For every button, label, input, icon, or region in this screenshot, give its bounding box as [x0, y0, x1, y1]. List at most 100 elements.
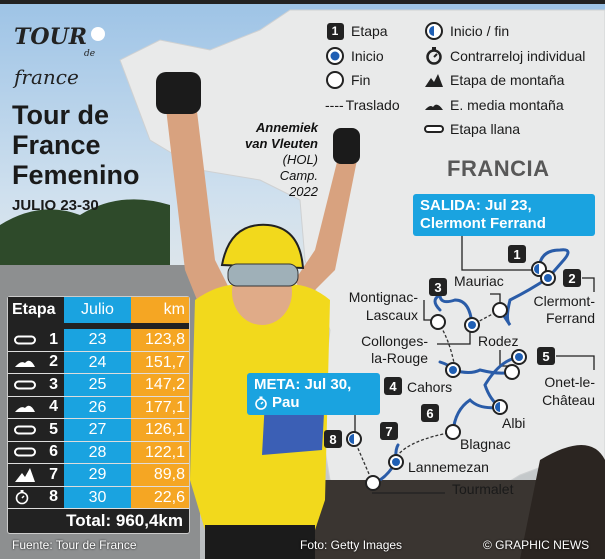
place-label: Clermont- [534, 293, 596, 309]
stage-cell: 1 [8, 329, 64, 351]
marker-start-finish-albi [492, 399, 508, 415]
place-label: Tourmalet [452, 481, 514, 497]
route-stage-2 [498, 276, 550, 327]
km-cell: 22,6 [131, 486, 189, 508]
marker-start-finish [531, 261, 547, 277]
callout-line: Pau [272, 394, 300, 411]
stages-table: Etapa Julio km 1 23 123,8 2 24 151,7 3 25 … [7, 296, 190, 534]
stage-box-7: 7 [380, 422, 398, 440]
legend-item: Etapa de montaña [424, 70, 585, 90]
stage-box-5: 5 [537, 347, 555, 365]
flat-icon [424, 119, 444, 139]
marker-finish-mauriac [492, 302, 508, 318]
svg-text:france: france [12, 65, 79, 89]
table-row: 2 24 151,7 [8, 351, 189, 374]
right-spectator [520, 445, 605, 559]
table-row: 3 25 147,2 [8, 374, 189, 397]
title-line: Femenino [12, 160, 140, 190]
place-label: Lannemezan [408, 459, 489, 475]
place-label: Blagnac [460, 436, 511, 452]
shorts [205, 525, 315, 559]
place-label: Lascaux [366, 307, 418, 323]
helmet [220, 223, 305, 270]
country-label: FRANCIA [447, 156, 550, 181]
place-label: Montignac- [349, 289, 419, 305]
table-row: 8 30 22,6 [8, 486, 189, 509]
place-label: Ferrand [546, 310, 595, 326]
place-label: Rodez [478, 333, 518, 349]
table-row: 4 26 177,1 [8, 396, 189, 419]
route-stage-1 [537, 248, 570, 280]
table-row: 1 23 123,8 [8, 329, 189, 352]
header-km: km [131, 297, 189, 323]
stage-cell: 2 [8, 351, 64, 373]
stage-number: 1 [49, 330, 58, 348]
leader-lines [354, 234, 595, 494]
stage-cell: 7 [8, 464, 64, 486]
km-cell: 123,8 [131, 329, 189, 351]
legend-item: Inicio [325, 46, 400, 66]
place-label: Mauriac [454, 273, 504, 289]
place-label: Onet-le- [544, 374, 595, 390]
place-label: Albi [502, 415, 525, 431]
day-cell: 26 [64, 396, 131, 418]
tour-de-france-logo: TOUR de france [12, 20, 107, 90]
dates-subtitle: JULIO 23-30 [12, 197, 99, 214]
km-cell: 151,7 [131, 351, 189, 373]
source-credit: Fuente: Tour de France [12, 538, 137, 552]
legend-item: Inicio / fin [424, 21, 585, 41]
table-header: Etapa Julio km [8, 297, 189, 323]
stage-cell: 6 [8, 441, 64, 463]
legend-item: Etapa llana [424, 119, 585, 139]
legend-item: ---- Traslado [325, 95, 400, 115]
svg-text:8: 8 [329, 432, 336, 447]
stage-box-6: 6 [421, 404, 439, 422]
stage-number: 2 [49, 353, 58, 371]
legend-item: E. media montaña [424, 95, 585, 115]
stage-cell: 5 [8, 419, 64, 441]
svg-text:TOUR: TOUR [14, 24, 87, 50]
legend-col1: 1 Etapa Inicio Fin ---- Traslado [325, 21, 400, 115]
legend-item: Fin [325, 70, 400, 90]
table-body: 1 23 123,8 2 24 151,7 3 25 147,2 4 26 177,1… [8, 329, 189, 509]
rider-country: (HOL) [282, 152, 318, 167]
left-glove [156, 72, 201, 114]
copyright: © GRAPHIC NEWS [483, 538, 590, 552]
stopwatch-icon [15, 490, 29, 505]
stage-box-1: 1 [508, 245, 526, 263]
day-cell: 24 [64, 351, 131, 373]
stopwatch-icon [255, 396, 267, 410]
place-label: Cahors [407, 379, 452, 395]
svg-text:de: de [84, 49, 95, 59]
km-cell: 177,1 [131, 396, 189, 418]
legend-label: Etapa llana [450, 121, 521, 137]
callout-line: SALIDA: Jul 23, [420, 197, 532, 214]
table-row: 7 29 89,8 [8, 464, 189, 487]
svg-text:7: 7 [385, 424, 392, 439]
marker-start-lannemezan [388, 454, 404, 470]
legend-label: Etapa [351, 23, 388, 39]
legend-label: Fin [351, 72, 371, 88]
day-cell: 30 [64, 486, 131, 508]
legend-col2: Inicio / fin Contrarreloj individual Eta… [424, 21, 585, 139]
title-line: France [12, 130, 101, 160]
table-row: 6 28 122,1 [8, 441, 189, 464]
start-finish-marker-icon [424, 21, 444, 41]
top-border [0, 0, 605, 4]
place-label: la-Rouge [371, 350, 428, 366]
legend-label: Inicio / fin [450, 23, 510, 39]
stage-number: 5 [49, 420, 58, 438]
table-row: 5 27 126,1 [8, 419, 189, 442]
markers [346, 261, 556, 491]
km-cell: 147,2 [131, 374, 189, 396]
marker-finish-blagnac [445, 424, 461, 440]
flat-icon [14, 447, 36, 457]
legend-label: E. media montaña [450, 96, 564, 113]
stopwatch-icon [424, 46, 444, 66]
start-callout: SALIDA: Jul 23, Clermont Ferrand [413, 194, 595, 236]
km-cell: 126,1 [131, 419, 189, 441]
legend-label: Traslado [345, 96, 400, 113]
svg-text:1: 1 [513, 247, 520, 262]
marker-start-rodez [511, 349, 527, 365]
place-labels: Clermont- Ferrand Mauriac Montignac- Las… [349, 273, 596, 497]
